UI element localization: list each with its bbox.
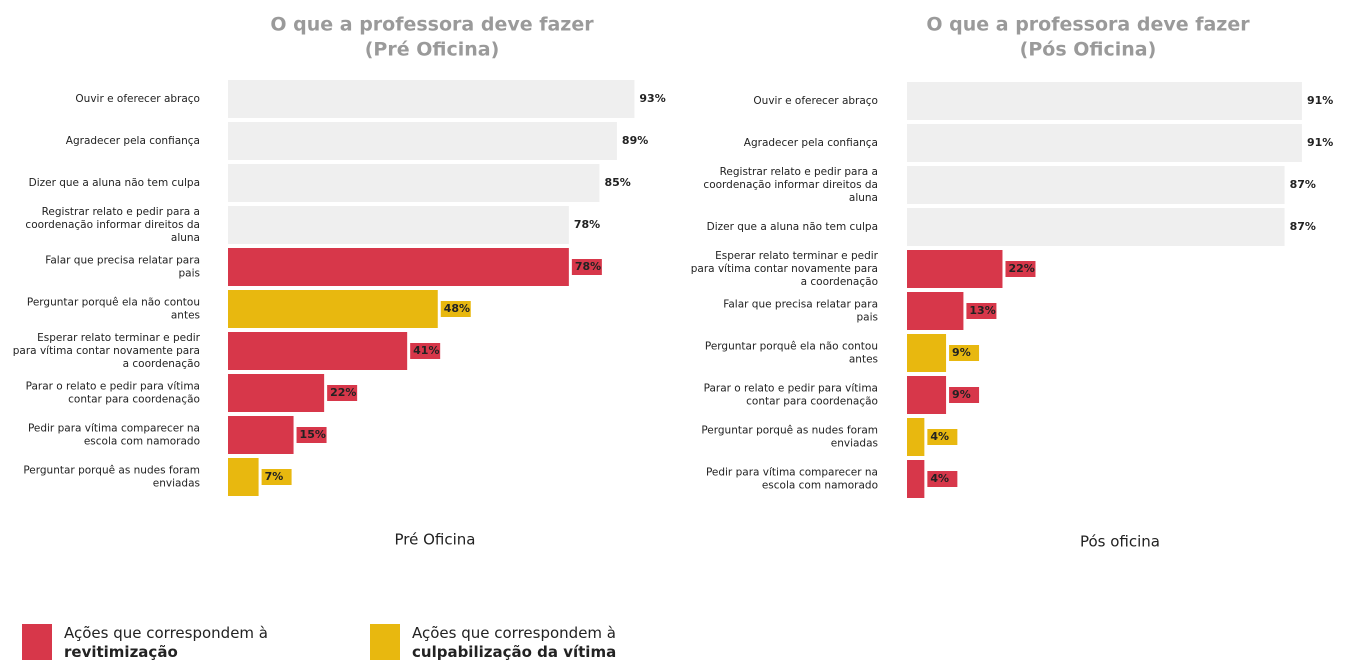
category-label: Perguntar porquê ela não contou antes xyxy=(27,297,200,322)
value-label-box xyxy=(440,301,471,317)
bar xyxy=(228,122,617,160)
category-label: Perguntar porquê as nudes foram enviadas xyxy=(23,465,200,490)
value-label: 22% xyxy=(330,386,356,399)
value-label-box xyxy=(949,345,980,361)
value-label-box xyxy=(410,343,441,359)
chart-title: O que a professora deve fazer xyxy=(270,14,594,36)
value-label: 48% xyxy=(444,302,470,315)
legend-bold: revitimização xyxy=(64,643,178,660)
category-label: Falar que precisa relatar para pais xyxy=(723,299,878,324)
value-label: 4% xyxy=(930,430,949,443)
legend-text: Ações que correspondem à xyxy=(64,624,268,642)
bar xyxy=(228,164,600,202)
bar xyxy=(907,418,925,456)
category-label: Pedir para vítima comparecer na escola co… xyxy=(28,423,200,448)
bar xyxy=(228,416,294,454)
legend-bold: culpabilização da vítima xyxy=(412,643,616,660)
chart-title: (Pré Oficina) xyxy=(365,39,500,61)
bar xyxy=(907,82,1302,120)
x-axis-label: Pré Oficina xyxy=(395,531,476,549)
value-label: 7% xyxy=(265,470,284,483)
value-label-box xyxy=(571,259,602,275)
value-label-box xyxy=(949,387,980,403)
bar xyxy=(228,332,408,370)
value-label: 87% xyxy=(1290,178,1316,191)
category-label: Pedir para vítima comparecer na escola co… xyxy=(706,467,878,492)
value-label: 91% xyxy=(1307,94,1333,107)
category-label: Perguntar porquê ela não contou antes xyxy=(705,341,878,366)
value-label: 4% xyxy=(930,472,949,485)
legend-text: Ações que correspondem à xyxy=(412,624,616,642)
legend-label: Ações que correspondem à culpabilização d… xyxy=(412,624,616,660)
legend-swatch xyxy=(370,624,400,660)
bar xyxy=(228,248,569,286)
category-label: Parar o relato e pedir para vítima contar… xyxy=(26,381,200,406)
value-label: 9% xyxy=(952,388,971,401)
value-label-box xyxy=(927,471,958,487)
value-label: 13% xyxy=(969,304,995,317)
bar xyxy=(228,374,325,412)
value-label: 22% xyxy=(1008,262,1034,275)
x-axis-label: Pós oficina xyxy=(1080,533,1160,551)
category-label: Ouvir e oferecer abraço xyxy=(753,95,878,107)
category-label: Ouvir e oferecer abraço xyxy=(75,93,200,105)
bar xyxy=(228,80,635,118)
value-label-box xyxy=(966,303,997,319)
category-label: Agradecer pela confiança xyxy=(744,137,878,149)
bar xyxy=(907,376,947,414)
chart-title: O que a professora deve fazer xyxy=(926,14,1250,36)
value-label: 89% xyxy=(622,134,648,147)
value-label-box xyxy=(927,429,958,445)
value-label: 78% xyxy=(574,218,600,231)
category-label: Dizer que a aluna não tem culpa xyxy=(707,221,878,233)
bar xyxy=(907,292,964,330)
category-label: Dizer que a aluna não tem culpa xyxy=(29,177,200,189)
bar xyxy=(907,334,947,372)
value-label: 78% xyxy=(575,260,601,273)
bar xyxy=(907,166,1285,204)
value-label: 41% xyxy=(413,344,439,357)
value-label-box xyxy=(261,469,292,485)
value-label-box xyxy=(1005,261,1036,277)
bar xyxy=(228,206,569,244)
value-label: 85% xyxy=(604,176,630,189)
category-label: Registrar relato e pedir para a coordenaç… xyxy=(703,166,878,204)
bar xyxy=(907,460,925,498)
value-label: 91% xyxy=(1307,136,1333,149)
category-label: Falar que precisa relatar para pais xyxy=(45,255,200,280)
value-label-box xyxy=(296,427,327,443)
category-label: Perguntar porquê as nudes foram enviadas xyxy=(701,425,878,450)
bar xyxy=(228,290,438,328)
category-label: Registrar relato e pedir para a coordenaç… xyxy=(25,206,200,244)
value-label: 9% xyxy=(952,346,971,359)
legend-swatch xyxy=(22,624,52,660)
legend-label: Ações que correspondem à revitimização xyxy=(64,624,268,660)
value-label: 15% xyxy=(300,428,326,441)
value-label: 93% xyxy=(639,92,665,105)
chart-title: (Pós Oficina) xyxy=(1020,39,1157,61)
bar xyxy=(907,250,1003,288)
category-label: Esperar relato terminar e pedir para víti… xyxy=(13,332,201,370)
bar xyxy=(228,458,259,496)
value-label-box xyxy=(327,385,358,401)
category-label: Agradecer pela confiança xyxy=(66,135,200,147)
category-label: Parar o relato e pedir para vítima contar… xyxy=(704,383,878,408)
bar xyxy=(907,208,1285,246)
category-label: Esperar relato terminar e pedir para víti… xyxy=(691,250,879,288)
bar xyxy=(907,124,1302,162)
value-label: 87% xyxy=(1290,220,1316,233)
